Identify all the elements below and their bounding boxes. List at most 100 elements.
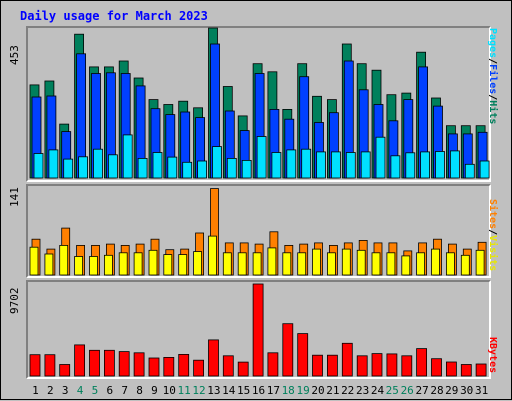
kbytes-kbytes-bar xyxy=(460,364,472,377)
day-tick-label: 6 xyxy=(106,384,113,397)
day-tick-label: 24 xyxy=(371,384,385,397)
kbytes-kbytes-bar xyxy=(356,355,368,377)
chart-title: Daily usage for March 2023 xyxy=(20,9,208,23)
kbytes-kbytes-bar xyxy=(133,352,145,377)
sites-sites-bar xyxy=(29,246,39,276)
hits-pages-bar xyxy=(78,156,88,179)
day-tick-label: 15 xyxy=(237,384,250,397)
kbytes-kbytes-bar xyxy=(371,353,383,377)
kbytes-kbytes-bar xyxy=(208,339,219,377)
kbytes-kbytes-bar xyxy=(222,355,234,377)
kbytes-kbytes-bar xyxy=(59,364,71,377)
hits-pages-bar xyxy=(271,152,282,179)
kbytes-kbytes-bar xyxy=(163,356,175,377)
hits-pages-bar xyxy=(137,157,148,179)
sites-sites-bar xyxy=(193,251,203,276)
kbytes-kbytes-bar xyxy=(118,351,130,377)
sites-sites-bar xyxy=(312,248,321,276)
hits-pages-bar xyxy=(316,151,326,179)
day-tick-label: 5 xyxy=(92,384,99,397)
sites-sites-bar xyxy=(59,244,69,276)
hits-pages-bar xyxy=(241,159,252,179)
day-tick-label: 29 xyxy=(445,384,458,397)
kbytes-kbytes-bar xyxy=(445,361,457,377)
hits-pages-bar xyxy=(435,151,445,179)
day-tick-label: 10 xyxy=(163,384,176,397)
sites-sites-bar xyxy=(267,247,277,276)
day-tick-label: 28 xyxy=(430,384,443,397)
day-tick-label: 31 xyxy=(475,384,488,397)
hits-pages-bar xyxy=(122,134,133,179)
day-tick-label: 14 xyxy=(222,384,236,397)
hits-pages-bar xyxy=(93,148,103,179)
hits-pages-bar xyxy=(464,163,475,179)
kbytes-kbytes-bar xyxy=(416,348,428,377)
hits-pages-bar xyxy=(360,151,371,179)
kbytes-kbytes-bar xyxy=(326,354,338,377)
day-tick-label: 1 xyxy=(32,384,39,397)
day-tick-label: 16 xyxy=(252,384,265,397)
sites-sites-bar xyxy=(416,252,426,276)
sites-sites-bar xyxy=(401,255,411,276)
kbytes-kbytes-bar xyxy=(237,361,249,377)
hits-pages-bar xyxy=(226,157,237,179)
kbytes-kbytes-bar xyxy=(431,358,442,377)
hits-pages-bar xyxy=(375,136,386,179)
sites-sites-bar xyxy=(148,249,158,276)
sites-sites-bar xyxy=(386,252,396,276)
kbytes-kbytes-bar xyxy=(74,344,85,377)
hits-pages-bar xyxy=(152,152,163,179)
day-tick-label: 13 xyxy=(207,384,220,397)
sites-sites-bar xyxy=(326,252,336,276)
hits-pages-bar xyxy=(182,161,193,179)
day-tick-label: 12 xyxy=(192,384,205,397)
sites-sites-bar xyxy=(237,252,247,276)
sites-sites-bar xyxy=(163,254,173,276)
day-tick-label: 19 xyxy=(296,384,309,397)
sites-sites-bar xyxy=(431,248,440,276)
kbytes-kbytes-bar xyxy=(282,323,294,377)
kbytes-kbytes-bar xyxy=(148,357,160,377)
day-tick-label: 25 xyxy=(386,384,399,397)
day-tick-label: 18 xyxy=(282,384,295,397)
day-tick-label: 4 xyxy=(77,384,84,397)
hits-pages-bar xyxy=(48,149,59,179)
kbytes-kbytes-bar xyxy=(104,349,115,377)
sites-sites-bar xyxy=(133,252,143,276)
kbytes-kbytes-bar xyxy=(89,349,100,377)
day-tick-label: 23 xyxy=(356,384,369,397)
sites-sites-bar xyxy=(178,254,188,276)
sites-sites-bar xyxy=(44,253,54,276)
hits-pages-bar xyxy=(63,158,74,179)
sites-sites-bar xyxy=(222,252,232,276)
hits-pages-bar xyxy=(301,148,312,179)
day-tick-label: 17 xyxy=(267,384,280,397)
hits-pages-bar xyxy=(167,156,178,179)
hits-pages-bar xyxy=(449,150,460,179)
day-tick-label: 27 xyxy=(415,384,428,397)
sites-sites-bar xyxy=(297,252,307,276)
kbytes-kbytes-bar xyxy=(267,352,279,377)
kbytes-kbytes-bar xyxy=(312,354,323,377)
day-tick-label: 8 xyxy=(136,384,143,397)
sites-sites-bar xyxy=(74,256,83,276)
sites-sites-bar xyxy=(475,249,485,276)
hits-pages-bar xyxy=(345,152,356,179)
kbytes-kbytes-bar xyxy=(386,353,398,377)
sites-sites-bar xyxy=(118,252,128,276)
hits-pages-bar xyxy=(256,136,267,179)
hits-pages-bar xyxy=(197,160,208,179)
day-tick-label: 11 xyxy=(177,384,190,397)
hits-pages-bar xyxy=(479,160,490,179)
hits-pages-bar xyxy=(33,153,44,179)
day-tick-label: 22 xyxy=(341,384,354,397)
sites-sites-bar xyxy=(356,249,366,276)
kbytes-kbytes-bar xyxy=(341,342,353,377)
day-tick-label: 2 xyxy=(47,384,54,397)
day-tick-label: 3 xyxy=(62,384,69,397)
hits-pages-bar xyxy=(405,152,416,179)
day-tick-label: 20 xyxy=(311,384,324,397)
kbytes-kbytes-bar xyxy=(401,355,413,377)
day-tick-label: 26 xyxy=(401,384,414,397)
